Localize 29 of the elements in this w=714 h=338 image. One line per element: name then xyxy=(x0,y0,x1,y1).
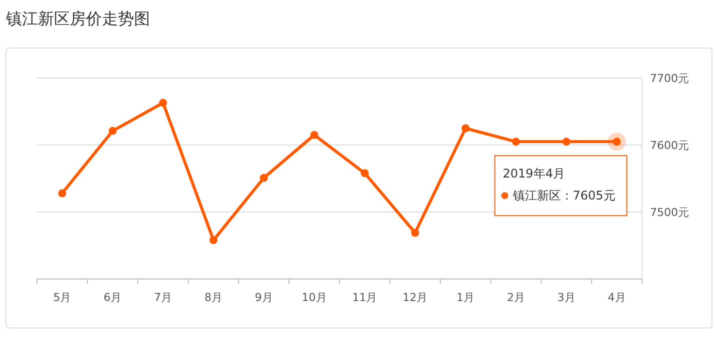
y-tick-label: 7500元 xyxy=(650,206,689,219)
y-tick-label: 7600元 xyxy=(650,139,689,152)
x-tick-label: 11月 xyxy=(352,291,378,304)
x-tick-label: 4月 xyxy=(608,291,626,304)
point xyxy=(411,228,420,237)
x-tick-label: 9月 xyxy=(254,291,273,304)
point xyxy=(462,124,470,132)
point xyxy=(108,126,117,135)
x-tick-label: 2月 xyxy=(506,291,525,304)
point xyxy=(159,98,168,107)
x-tick-label: 7月 xyxy=(154,291,172,304)
point xyxy=(360,169,369,178)
point xyxy=(512,138,520,146)
annotation: 镇江新区：7605元 xyxy=(512,188,616,203)
x-tick-label: 10月 xyxy=(302,291,327,304)
point xyxy=(58,189,66,198)
x-tick-label: 3月 xyxy=(557,291,576,304)
point xyxy=(209,236,218,244)
chart-title: 镇江新区房价走势图 xyxy=(5,9,150,28)
y-tick-label: 7700元 xyxy=(650,72,689,85)
x-tick-label: 1月 xyxy=(456,291,475,304)
x-tick-label: 5月 xyxy=(53,291,72,304)
x-tick-label: 8月 xyxy=(204,291,222,304)
x-tick-label: 12月 xyxy=(402,291,428,304)
point xyxy=(260,174,268,182)
point xyxy=(562,138,570,146)
point xyxy=(310,130,318,139)
annotation: 2019年4月 xyxy=(502,166,565,181)
x-tick-label: 6月 xyxy=(104,291,122,304)
